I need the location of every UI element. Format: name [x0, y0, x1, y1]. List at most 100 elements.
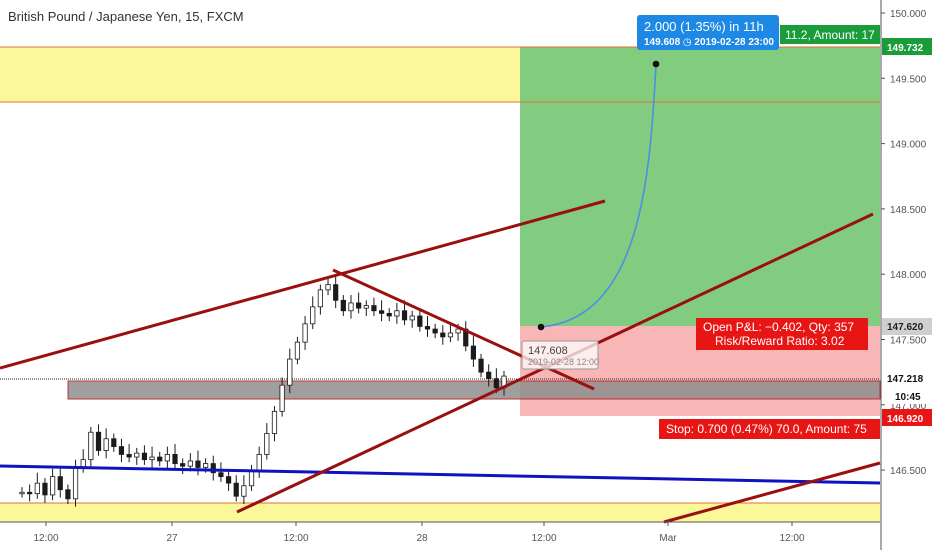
target-price-tag-box [882, 38, 932, 55]
candle-body [363, 305, 369, 309]
price-tick-label: 146.500 [890, 466, 927, 477]
candle-body [294, 341, 301, 360]
target-label-box [780, 25, 880, 44]
price-tick-label: 149.500 [890, 74, 927, 85]
candle-body [203, 463, 209, 468]
start-tooltip-price: 147.608 [528, 345, 568, 357]
countdown-tag: 10:45 [882, 387, 932, 404]
time-tick-label: 27 [166, 533, 178, 544]
candle-body [378, 310, 385, 314]
time-tick-label: 12:00 [531, 533, 556, 544]
chart-title: British Pound / Japanese Yen, 15, FXCM [8, 9, 244, 24]
candle-body [57, 476, 63, 491]
zones-layer [0, 46, 881, 522]
candle-body [248, 469, 255, 487]
candle-body [386, 312, 392, 317]
price-axis-ticks: 146.500 147.000 147.500 148.000 148.500 149.0… [881, 9, 927, 477]
candle-body [302, 323, 308, 343]
gray-support-zone[interactable] [67, 380, 881, 400]
time-axis-ticks: 12:00 27 12:00 28 12:00 Mar 12:00 [33, 522, 805, 544]
open-pl-text: Open P&L: −0.402, Qty: 357 [703, 320, 854, 334]
candle-body [241, 485, 247, 497]
projection-label[interactable]: 2.000 (1.35%) in 11h 149.608 ◷ 2019-02-2… [637, 15, 779, 50]
candle-body [27, 491, 33, 495]
stop-label-box [659, 419, 880, 439]
time-axis[interactable]: 12:00 27 12:00 28 12:00 Mar 12:00 [0, 521, 880, 544]
candle-body [164, 454, 170, 462]
stop-price-tag-box [882, 409, 932, 426]
time-tick-label: 12:00 [283, 533, 308, 544]
candle-body [103, 438, 109, 451]
candle-body [256, 454, 262, 471]
candle-body [111, 438, 117, 447]
candle-body [42, 482, 48, 496]
projection-label-top: 2.000 (1.35%) in 11h [644, 19, 764, 34]
candle-body [225, 476, 232, 484]
target-label-text: 11.2, Amount: 17 [785, 28, 875, 42]
entry-price-tag: 147.620 [882, 318, 932, 335]
stop-price-tag: 146.920 [882, 409, 932, 426]
price-tick-label: 147.000 [890, 401, 927, 412]
stop-label[interactable]: Stop: 0.700 (0.47%) 70.0, Amount: 75 [659, 419, 880, 439]
candle-body [88, 431, 94, 461]
candle-body [149, 456, 155, 461]
candle-body [348, 302, 354, 312]
projection-curve[interactable] [540, 63, 657, 328]
target-label[interactable]: 11.2, Amount: 17 [780, 25, 880, 44]
candle-body [233, 482, 239, 497]
candle-body [210, 463, 216, 474]
candle-body [118, 446, 125, 455]
candle-body [72, 467, 79, 500]
target-zone[interactable] [520, 47, 880, 326]
candle-body [325, 284, 331, 291]
candle-body [401, 310, 408, 321]
projection-end-point[interactable] [652, 60, 660, 68]
candle-body [371, 305, 377, 312]
current-price-tag: 147.218 [882, 370, 932, 386]
time-tick-label: 28 [416, 533, 428, 544]
candles-layer [19, 274, 507, 507]
projection-label-bottom: 149.608 ◷ 2019-02-28 23:00 [644, 37, 774, 48]
candle-body [279, 384, 285, 412]
support-trend-line[interactable] [0, 464, 881, 485]
target-price-tag: 149.732 [882, 38, 932, 55]
candle-body [180, 463, 186, 467]
projection-label-box [637, 15, 779, 50]
price-axis-background [881, 0, 932, 550]
candle-body [424, 326, 431, 330]
candle-body [356, 302, 362, 309]
projection-start-point[interactable] [537, 323, 545, 331]
candle-body [340, 299, 346, 312]
candle-body [440, 332, 446, 338]
candle-body [409, 315, 415, 321]
candle-body [34, 482, 40, 495]
entry-price-tag-box [882, 318, 932, 335]
candle-body [486, 371, 492, 380]
start-tooltip-box [521, 340, 599, 370]
candle-body [493, 378, 499, 389]
candle-body [310, 306, 316, 325]
current-price-tag-box [882, 370, 932, 386]
position-label[interactable]: Open P&L: −0.402, Qty: 357 Risk/Reward R… [696, 318, 868, 350]
position-label-box [696, 318, 868, 350]
candle-body [432, 328, 438, 334]
yellow-zone-bottom [0, 503, 880, 522]
stop-label-text: Stop: 0.700 (0.47%) 70.0, Amount: 75 [666, 422, 867, 436]
candle-body [271, 410, 278, 434]
candle-body [455, 328, 461, 334]
candle-body [19, 491, 25, 495]
risk-reward-text: Risk/Reward Ratio: 3.02 [715, 334, 845, 348]
stop-price-tag-text: 146.920 [887, 414, 924, 425]
lower-right-trend-line[interactable] [663, 461, 881, 524]
countdown-tag-box [882, 387, 932, 404]
candle-body [65, 489, 71, 500]
candle-body [141, 452, 148, 461]
candle-body [470, 345, 476, 360]
time-tick-label: 12:00 [33, 533, 58, 544]
channel-upper-line[interactable] [0, 199, 606, 370]
candle-body [172, 454, 178, 464]
price-axis[interactable]: 146.500 147.000 147.500 148.000 148.500 149.0… [880, 0, 932, 550]
candle-body [333, 284, 339, 301]
price-tick-label: 149.000 [890, 140, 927, 151]
